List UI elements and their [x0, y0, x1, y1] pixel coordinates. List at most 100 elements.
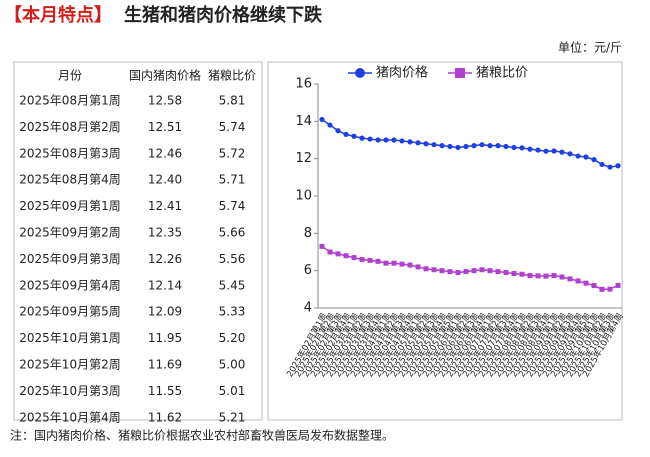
- table-cell: 11.62: [148, 410, 182, 424]
- point: [391, 137, 397, 143]
- point: [383, 260, 389, 266]
- table-header: 月份: [58, 69, 82, 83]
- table-cell: 2025年08月第4周: [19, 173, 120, 187]
- point: [567, 151, 573, 157]
- point: [351, 255, 357, 261]
- point: [583, 154, 589, 160]
- table-cell: 2025年09月第3周: [19, 252, 120, 266]
- point: [423, 266, 429, 272]
- point: [351, 133, 357, 139]
- line: [321, 245, 619, 291]
- table-cell: 12.26: [148, 252, 182, 266]
- table-cell: 2025年08月第3周: [19, 146, 120, 160]
- table-cell: 11.55: [148, 384, 182, 398]
- point: [407, 262, 413, 268]
- point: [567, 276, 573, 282]
- point: [487, 143, 493, 149]
- point: [463, 143, 469, 150]
- table-cell: 12.51: [148, 120, 182, 134]
- title: 生猪和猪肉价格继续下跌: [124, 4, 323, 26]
- table-cell: 5.45: [219, 278, 246, 292]
- chart-border: [267, 61, 623, 421]
- point: [463, 269, 469, 275]
- point: [519, 145, 525, 151]
- point: [367, 136, 373, 142]
- point: [559, 274, 565, 280]
- point: [615, 282, 621, 288]
- point: [455, 144, 461, 151]
- point: [607, 286, 613, 292]
- point: [591, 157, 597, 163]
- point: [431, 267, 437, 273]
- table-cell: 5.74: [219, 120, 246, 134]
- table-cell: 12.09: [148, 305, 182, 319]
- table-cell: 12.46: [148, 146, 182, 160]
- y-tick-label: 14: [295, 114, 312, 129]
- table-cell: 2025年08月第2周: [19, 120, 120, 134]
- point: [535, 273, 541, 279]
- table-cell: 5.66: [219, 226, 246, 240]
- point: [543, 273, 549, 279]
- point: [479, 267, 485, 273]
- unit: 单位：元/斤: [558, 40, 622, 55]
- point: [359, 256, 365, 262]
- point: [583, 280, 589, 286]
- point: [447, 269, 453, 275]
- point: [471, 143, 477, 149]
- point: [343, 131, 349, 137]
- table-cell: 5.21: [219, 410, 246, 424]
- point: [511, 270, 517, 276]
- table-cell: 12.35: [148, 226, 182, 240]
- point: [415, 264, 421, 270]
- table-cell: 5.72: [219, 146, 246, 160]
- footnote: 注：国内猪肉价格、猪粮比价根据农业农村部畜牧兽医局发布数据整理。: [10, 428, 394, 443]
- point: [319, 243, 325, 249]
- point: [599, 161, 605, 168]
- point: [455, 270, 461, 276]
- y-tick-label: 10: [295, 189, 312, 204]
- table-cell: 5.33: [219, 305, 246, 319]
- table-cell: 12.40: [148, 173, 182, 187]
- point: [383, 137, 389, 143]
- table-cell: 5.20: [219, 331, 246, 345]
- table-cell: 2025年10月第2周: [19, 358, 120, 372]
- table-cell: 12.58: [148, 94, 182, 108]
- point: [535, 147, 541, 153]
- table-cell: 12.41: [148, 199, 182, 213]
- table-header: 猪粮比价: [208, 68, 256, 83]
- table-cell: 2025年10月第1周: [19, 331, 120, 345]
- point: [519, 271, 525, 277]
- title-mark: 【本月特点】: [4, 4, 112, 26]
- legend-label: 猪粮比价: [476, 66, 528, 81]
- table-cell: 2025年09月第4周: [19, 278, 120, 292]
- point: [471, 268, 477, 274]
- point: [327, 122, 333, 128]
- point: [575, 278, 581, 284]
- table-cell: 5.00: [219, 358, 246, 372]
- table-cell: 5.56: [219, 252, 246, 266]
- point: [431, 142, 437, 148]
- y-tick-label: 8: [304, 226, 312, 241]
- table-cell: 5.01: [219, 384, 246, 398]
- point: [359, 135, 365, 141]
- table-border: [13, 61, 263, 421]
- point: [391, 260, 397, 266]
- y-tick-label: 16: [295, 77, 312, 92]
- table-cell: 2025年09月第1周: [19, 199, 120, 213]
- table-cell: 2025年08月第1周: [19, 94, 120, 108]
- point: [343, 253, 349, 259]
- point: [527, 146, 533, 152]
- point: [551, 148, 557, 154]
- point: [319, 116, 325, 123]
- point: [527, 273, 533, 279]
- point: [607, 164, 613, 170]
- point: [575, 153, 581, 159]
- y-tick-label: 6: [304, 263, 312, 278]
- table-header: 国内猪肉价格: [129, 68, 201, 83]
- table-cell: 5.81: [219, 94, 246, 108]
- point: [423, 141, 429, 147]
- table-cell: 5.71: [219, 173, 246, 187]
- point: [375, 258, 381, 264]
- y-tick-label: 4: [304, 301, 312, 316]
